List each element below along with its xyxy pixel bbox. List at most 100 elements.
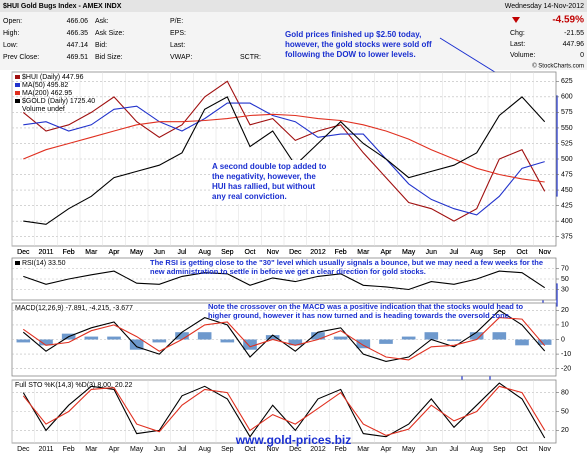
x-tick-label: Nov [538,249,551,256]
field-label: High: [3,30,19,37]
x-tick-label: Feb [335,446,347,453]
annotation: The RSI is getting close to the "30" lev… [150,258,544,276]
field-value: 466.06 [67,18,89,25]
x-tick-label: Aug [470,446,483,453]
legend-swatch [15,83,20,87]
y-tick-label: 625 [561,78,573,85]
legend-label: $HUI (Daily) 447.96 [22,74,84,81]
legend-label: MA(50) 495.82 [22,82,68,89]
series-line [22,382,546,439]
legend-swatch [15,99,20,103]
y-tick-label: 425 [561,202,573,209]
field-label: Open: [3,18,22,25]
histogram-bar [152,339,167,343]
field-value: 0 [580,52,584,59]
website: www.gold-prices.biz [235,433,352,447]
field-label: Last: [170,42,185,49]
x-tick-label: 2011 [38,249,53,256]
x-tick-label: Nov [266,249,279,256]
x-tick-label: May [402,249,416,256]
x-tick-label: Aug [198,249,211,256]
histogram-bar [84,336,99,340]
series-line [22,317,546,361]
x-tick-label: Aug [198,249,211,256]
x-tick-label: Mar [357,446,370,453]
y-tick-label: 375 [561,234,573,241]
y-tick-label: 550 [561,125,573,132]
field-label: Last: [510,41,525,48]
date: Wednesday 14-Nov-2012 [505,3,584,10]
histogram-bar [333,336,348,340]
x-tick-label: Dec [17,446,30,453]
x-tick-label: Nov [266,446,279,453]
histogram-bar [197,332,212,340]
histogram-bar [107,336,121,340]
x-tick-label: Sep [493,446,506,453]
y-tick-label: 400 [561,218,573,225]
x-tick-label: 2012 [310,249,326,256]
histogram-bar [447,339,461,341]
x-tick-label: 2012 [310,446,326,453]
x-tick-label: 2011 [38,446,53,453]
y-tick-label: -10 [561,351,571,358]
x-tick-label: Jun [154,249,165,256]
series-line [23,270,546,291]
x-tick-label: Jun [426,446,437,453]
x-tick-label: Apr [109,249,121,256]
x-tick-label: Jul [450,446,459,453]
x-tick-label: Mar [357,249,370,256]
legend-swatch [15,91,20,95]
x-tick-label: Aug [470,249,483,256]
y-tick-label: 10 [561,322,569,329]
field-value: 447.14 [67,42,89,49]
histogram-bar [492,332,507,340]
x-tick-label: Jun [154,446,165,453]
histogram-bar [356,339,371,349]
legend-label: MA(200) 462.95 [22,90,72,97]
field-label: P/E: [170,18,183,25]
histogram-bar [129,339,144,350]
histogram-bar [39,339,53,346]
x-tick-label: Sep [493,249,506,256]
x-tick-label: Oct [517,446,528,453]
field-label: EPS: [170,30,186,37]
legend-swatch [15,261,20,265]
annotation: Gold prices finished up $2.50 today, how… [285,30,432,59]
x-tick-label: Mar [85,249,98,256]
y-tick-label: 30 [561,286,569,293]
legend-label: Volume undef [22,106,65,113]
x-tick-label: May [130,446,144,453]
histogram-bar [424,332,439,340]
y-tick-label: 525 [561,140,573,147]
x-tick-label: May [130,249,144,256]
x-tick-label: 2011 [38,249,53,256]
panel-title: Full STO %K(14,3) %D(3) 8.00, 20.22 [15,382,132,389]
series-line [23,102,545,216]
x-tick-label: Mar [85,249,98,256]
x-tick-label: May [402,249,416,256]
histogram-bar [311,332,325,340]
x-tick-label: Mar [357,249,370,256]
x-tick-label: Oct [245,249,256,256]
x-tick-label: Feb [335,249,347,256]
x-tick-label: Apr [381,249,393,256]
x-tick-label: Dec [289,249,302,256]
y-tick-label: 50 [561,408,569,415]
histogram-bar [265,335,280,340]
field-label: Prev Close: [3,54,39,61]
x-tick-label: Mar [85,446,98,453]
y-tick-label: 0 [561,336,565,343]
x-tick-label: Feb [63,249,75,256]
annotation: A second double top added to the negativ… [210,160,332,204]
histogram-bar [515,339,529,346]
histogram-bar [220,339,235,343]
field-value: 466.35 [67,30,89,37]
histogram-bar [243,339,257,350]
down-arrow [512,17,520,23]
histogram-bar [288,339,303,346]
x-tick-label: May [402,446,416,453]
y-tick-label: 20 [561,307,569,314]
x-tick-label: Dec [17,249,30,256]
x-tick-label: Aug [198,446,211,453]
x-tick-label: Apr [109,249,121,256]
